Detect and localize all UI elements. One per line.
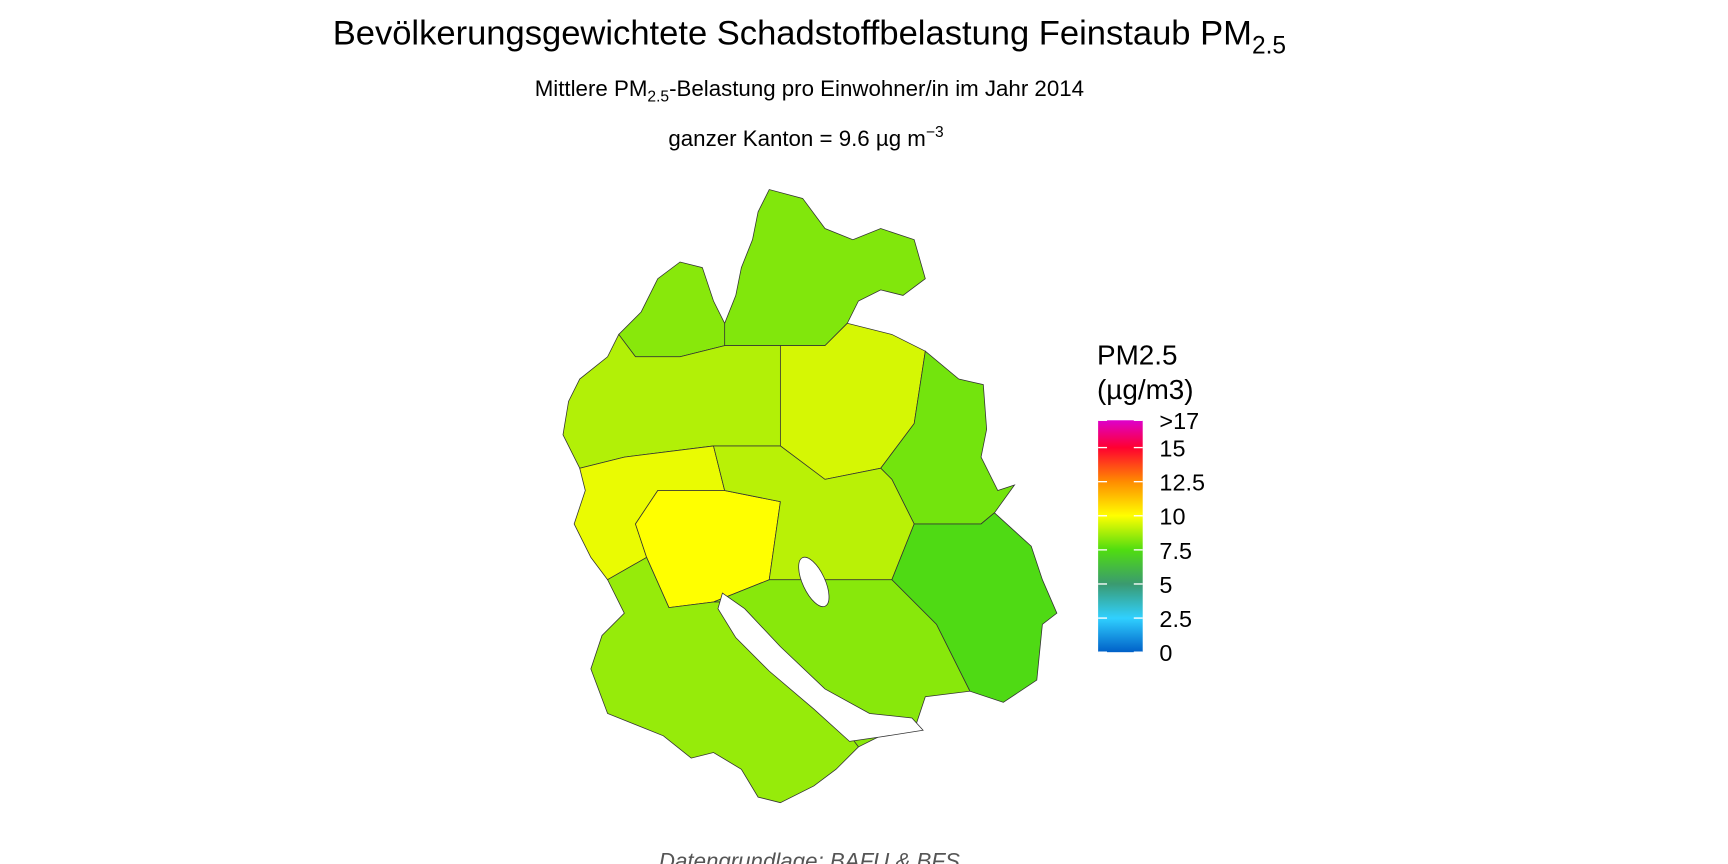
legend-label: 15	[1159, 435, 1185, 461]
subtitle-subscript: 2.5	[647, 88, 669, 105]
region	[590, 556, 859, 804]
title-main: Bevölkerungsgewichtete Schadstoffbelastu…	[333, 15, 1252, 53]
annotation: ganzer Kanton = 9.6 µg m−3	[668, 124, 943, 151]
legend-title: (µg/m3)	[1097, 374, 1194, 405]
legend-label: 5	[1159, 572, 1172, 598]
legend-label: >17	[1159, 408, 1199, 434]
legend-bar	[1098, 420, 1143, 653]
lake	[798, 556, 830, 608]
legend: PM2.5 (µg/m3) 0 2.5 5 7.5 10 12.5 15>17	[1097, 340, 1205, 667]
region	[618, 261, 726, 358]
legend-label: 7.5	[1159, 538, 1192, 564]
legend-label: 12.5	[1159, 470, 1205, 496]
subtitle: Mittlere PM2.5-Belastung pro Einwohner/i…	[535, 76, 1084, 106]
legend-label: 2.5	[1159, 606, 1192, 632]
annotation-main: ganzer Kanton = 9.6 µg m	[668, 126, 925, 151]
caption: Datengrundlage: BAFU & BFS	[659, 848, 960, 864]
subtitle-part: -Belastung pro Einwohner/in im Jahr 2014	[669, 76, 1084, 101]
lake	[717, 592, 924, 742]
legend-label: 10	[1159, 504, 1185, 530]
legend-label: 0	[1159, 640, 1172, 666]
legend-title: PM2.5	[1097, 340, 1178, 371]
map	[562, 189, 1058, 804]
title: Bevölkerungsgewichtete Schadstoffbelastu…	[333, 15, 1286, 60]
region	[724, 189, 926, 346]
annotation-superscript: −3	[926, 124, 944, 141]
title-subscript: 2.5	[1252, 33, 1286, 60]
subtitle-part: Mittlere PM	[535, 76, 648, 101]
